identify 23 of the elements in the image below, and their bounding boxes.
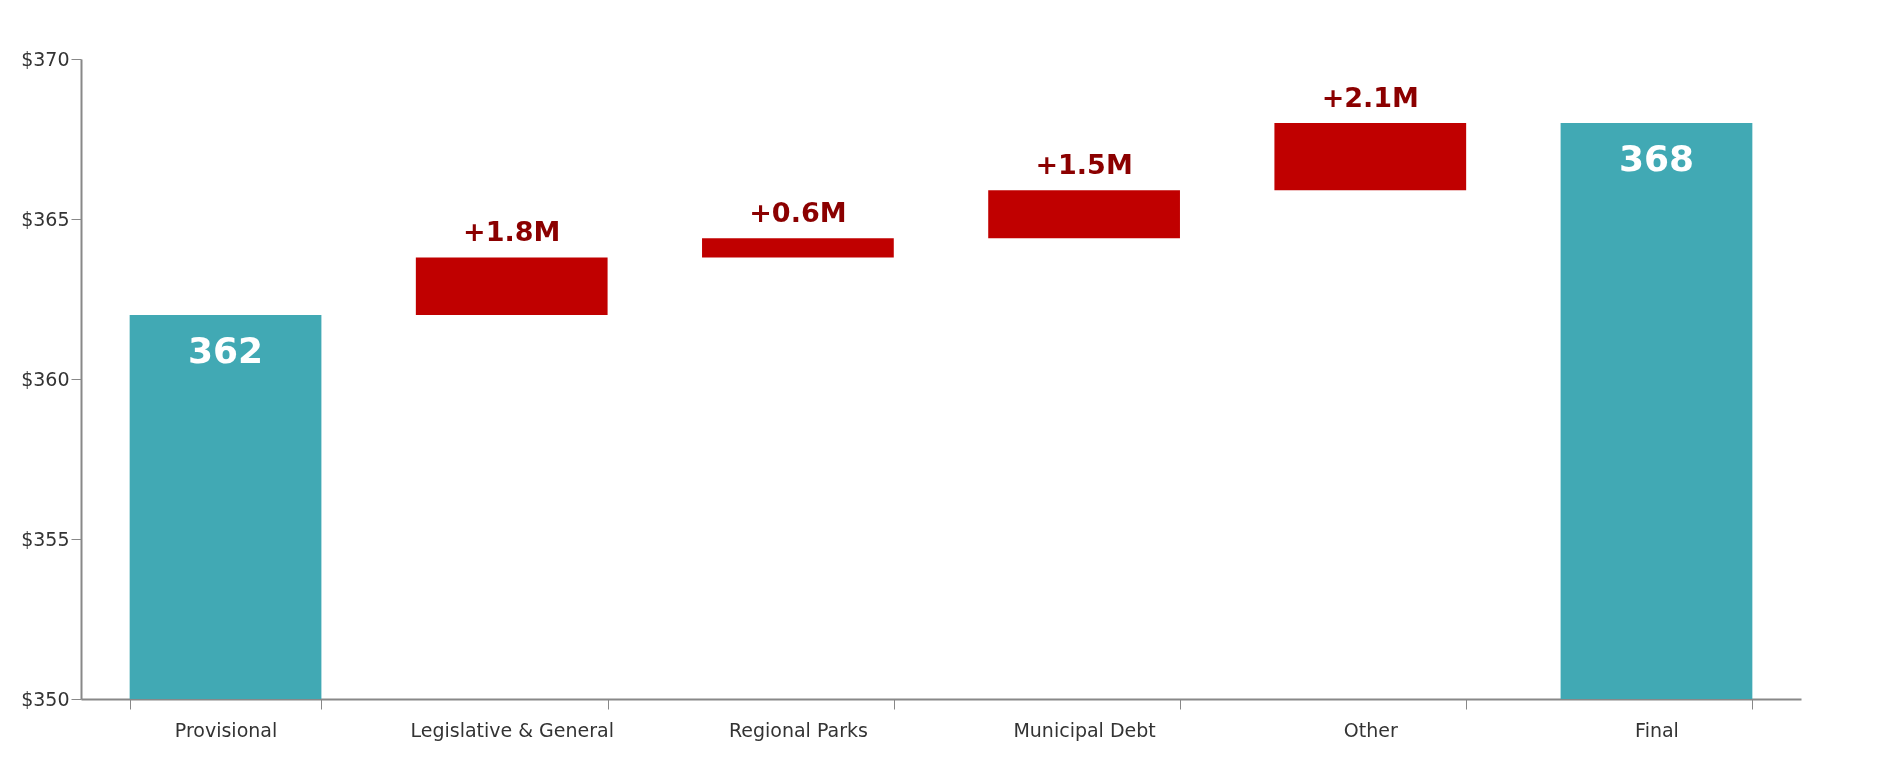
- data-label: +2.1M: [1321, 82, 1419, 113]
- x-tick-label: Other: [1343, 718, 1398, 741]
- bar: [1274, 123, 1467, 191]
- x-tick-label: Final: [1635, 718, 1679, 741]
- data-label: +0.6M: [749, 197, 847, 229]
- bar: [702, 238, 894, 258]
- x-tick-label: Regional Parks: [728, 718, 868, 741]
- y-tick-label: $370: [21, 47, 70, 70]
- data-label: +1.8M: [463, 216, 561, 248]
- y-tick-label: $360: [21, 367, 70, 390]
- bar: [988, 190, 1180, 239]
- x-tick-label: Provisional: [174, 718, 278, 741]
- bar: [415, 257, 608, 315]
- bar: [1560, 123, 1753, 699]
- bar: [129, 315, 322, 699]
- x-tick-label: Legislative & General: [410, 718, 614, 741]
- data-label: +1.5M: [1035, 149, 1133, 181]
- y-tick-label: $355: [21, 527, 70, 550]
- data-label: 362: [187, 330, 264, 371]
- y-tick-label: $365: [21, 207, 70, 230]
- data-label: 368: [1618, 138, 1695, 179]
- x-tick-label: Municipal Debt: [1013, 718, 1156, 741]
- y-tick-label: $350: [21, 687, 70, 710]
